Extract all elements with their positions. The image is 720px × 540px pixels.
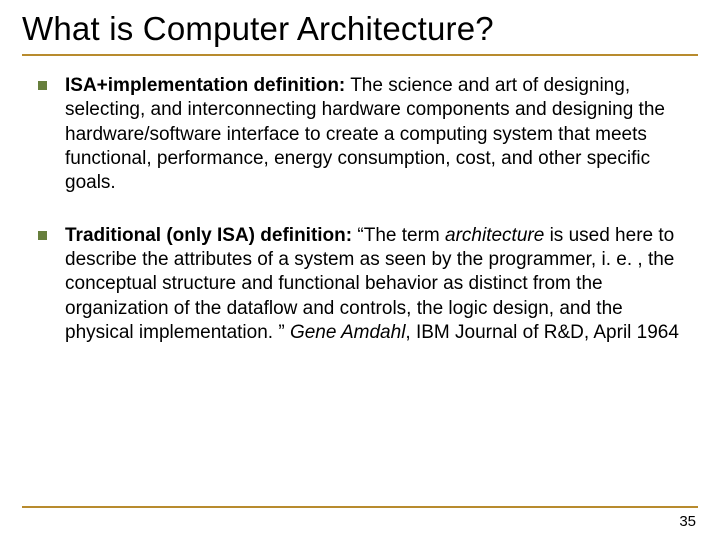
slide-title: What is Computer Architecture? xyxy=(22,10,698,48)
bullet-tail: , IBM Journal of R&D, April 1964 xyxy=(405,322,679,343)
footer-underline xyxy=(22,506,698,508)
title-underline xyxy=(22,54,698,56)
bullet-italic-term: architecture xyxy=(445,225,544,246)
square-bullet-icon xyxy=(38,81,47,90)
bullet-bold-lead: Traditional (only ISA) definition: xyxy=(65,225,352,246)
bullet-text: Traditional (only ISA) definition: “The … xyxy=(65,224,690,346)
bullet-quote-open: “The term xyxy=(352,225,445,246)
bullet-item: ISA+implementation definition: The scien… xyxy=(38,74,690,196)
bullet-text: ISA+implementation definition: The scien… xyxy=(65,74,690,196)
page-number: 35 xyxy=(679,513,696,530)
slide-container: What is Computer Architecture? ISA+imple… xyxy=(0,0,720,540)
slide-content: ISA+implementation definition: The scien… xyxy=(22,74,698,345)
bullet-bold-lead: ISA+implementation definition: xyxy=(65,75,345,96)
square-bullet-icon xyxy=(38,231,47,240)
bullet-italic-author: Gene Amdahl xyxy=(290,322,405,343)
bullet-item: Traditional (only ISA) definition: “The … xyxy=(38,224,690,346)
